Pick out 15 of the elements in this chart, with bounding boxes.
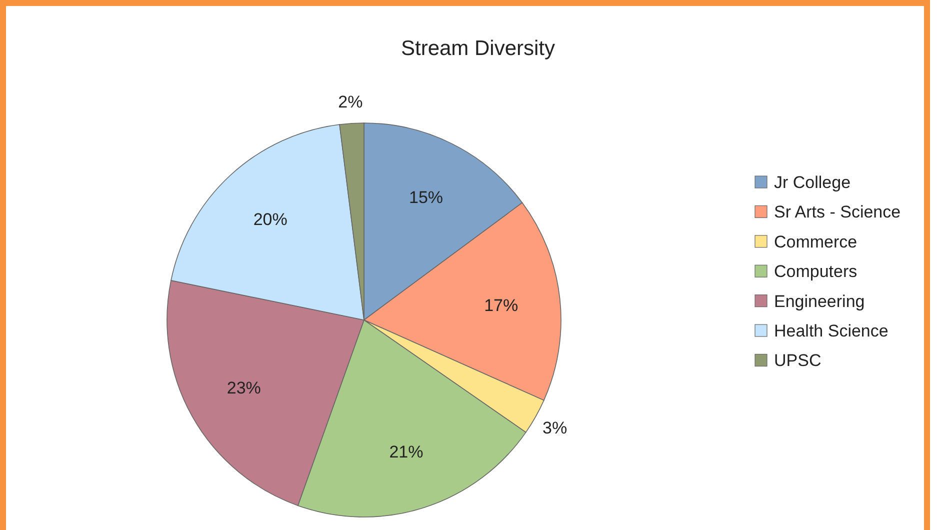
data-label: 3%: [542, 418, 568, 438]
data-label: 15%: [409, 188, 444, 207]
data-label: 2%: [338, 92, 363, 112]
legend-label: Computers: [774, 262, 858, 282]
legend-label: Jr College: [774, 173, 851, 192]
data-label: 23%: [226, 378, 261, 398]
legend-label: Commerce: [774, 232, 858, 252]
legend-label: Sr Arts - Science: [774, 202, 901, 222]
data-label: 17%: [484, 296, 518, 316]
data-label: 20%: [253, 210, 288, 229]
legend-label: Health Science: [774, 322, 888, 340]
chart-title: Stream Diversity: [400, 37, 556, 60]
legend-label: Engineering: [774, 292, 865, 311]
legend-label: UPSC: [774, 351, 822, 370]
data-label: 21%: [389, 442, 424, 462]
